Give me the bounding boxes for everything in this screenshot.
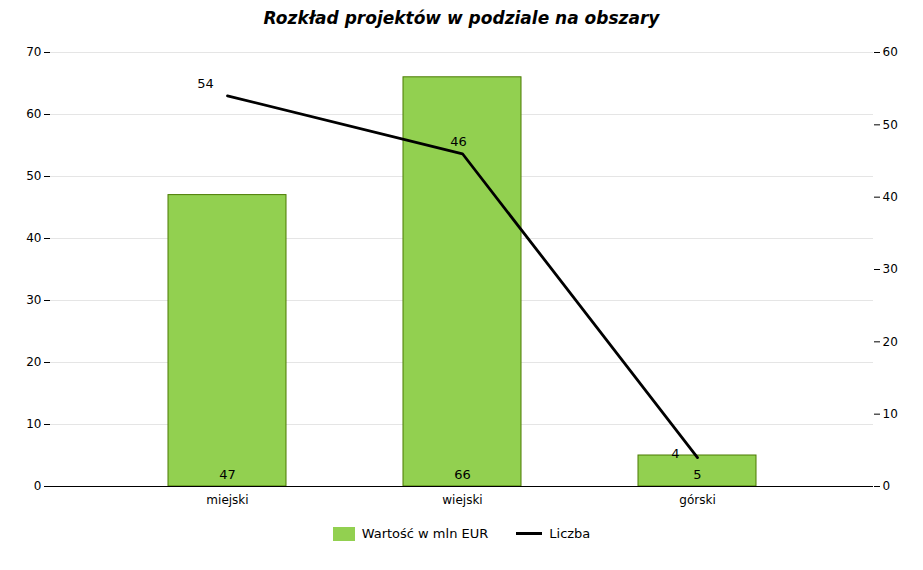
svg-text:54: 54 xyxy=(197,76,214,91)
svg-text:10: 10 xyxy=(883,407,898,421)
svg-text:20: 20 xyxy=(26,355,41,369)
html-text:Wartość w mln EUR: Wartość w mln EUR xyxy=(361,526,489,541)
svg-text:66: 66 xyxy=(454,467,471,482)
svg-text:10: 10 xyxy=(26,417,41,431)
svg-text:0: 0 xyxy=(883,479,891,493)
svg-text:60: 60 xyxy=(883,45,898,59)
svg-text:górski: górski xyxy=(679,493,715,507)
html-text:Liczba: Liczba xyxy=(549,526,591,541)
svg-text:40: 40 xyxy=(883,190,898,204)
svg-text:46: 46 xyxy=(450,134,467,149)
svg-text:70: 70 xyxy=(26,45,41,59)
html-text:Rozkład projektów w podziale n: Rozkład projektów w podziale na obszary xyxy=(263,8,660,28)
svg-text:60: 60 xyxy=(26,107,41,121)
svg-text:50: 50 xyxy=(883,118,898,132)
svg-text:40: 40 xyxy=(26,231,41,245)
svg-text:50: 50 xyxy=(26,169,41,183)
svg-text:wiejski: wiejski xyxy=(442,493,482,507)
svg-text:47: 47 xyxy=(219,467,236,482)
svg-text:5: 5 xyxy=(693,467,701,482)
svg-text:30: 30 xyxy=(883,262,898,276)
svg-text:miejski: miejski xyxy=(206,493,248,507)
svg-text:0: 0 xyxy=(34,479,42,493)
svg-text:30: 30 xyxy=(26,293,41,307)
svg-text:20: 20 xyxy=(883,335,898,349)
svg-text:4: 4 xyxy=(671,446,679,461)
